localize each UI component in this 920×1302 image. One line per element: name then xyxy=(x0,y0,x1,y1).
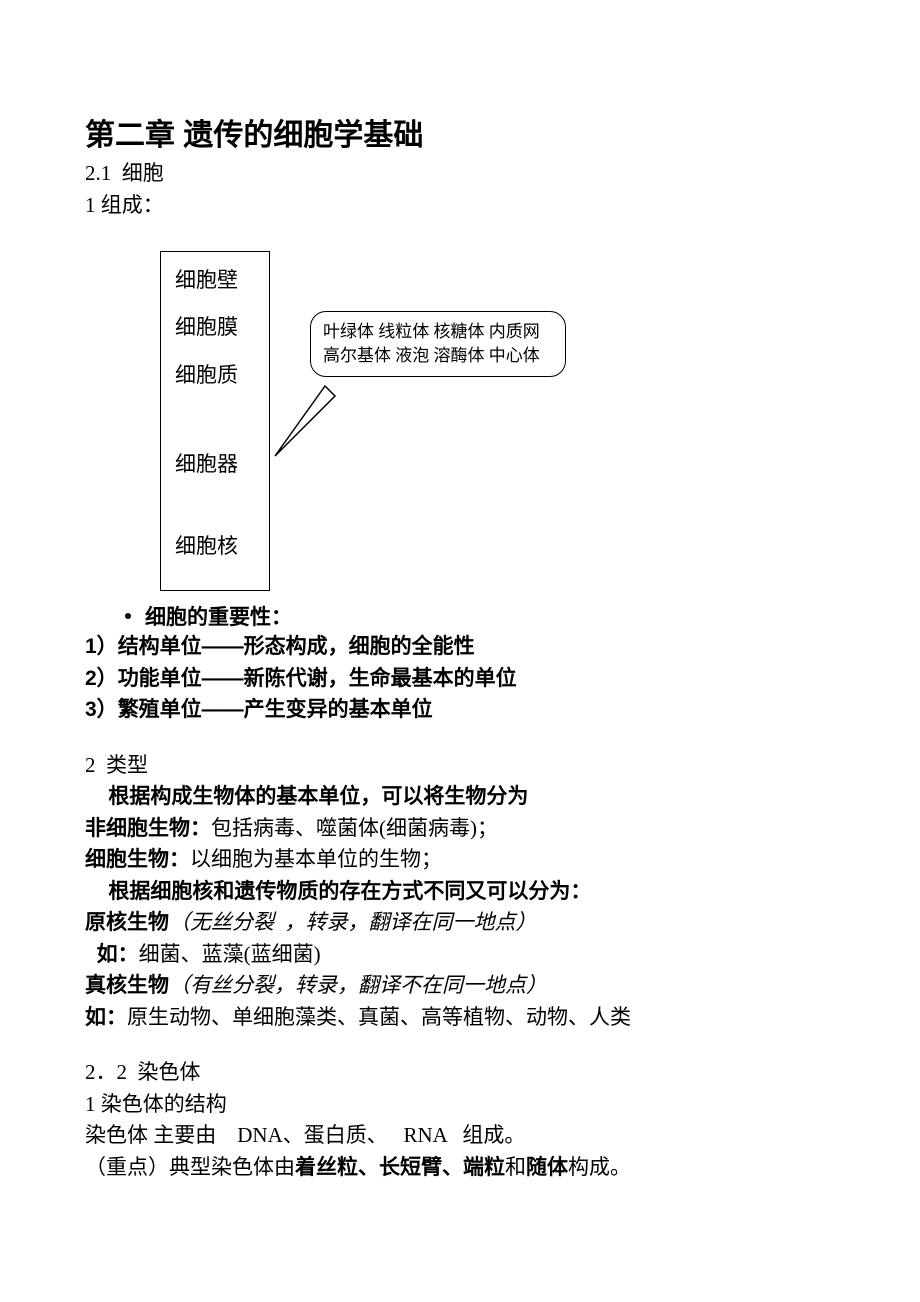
cell-wall-label: 细胞壁 xyxy=(175,266,269,295)
eukaryote-line: 真核生物（有丝分裂，转录，翻译不在同一地点） xyxy=(85,970,835,1002)
nucleus-split-line: 根据细胞核和遗传物质的存在方式不同又可以分为： xyxy=(85,876,835,908)
section-2-2-label: 2．2 染色体 xyxy=(85,1057,835,1089)
chromosome-block: 2．2 染色体 1 染色体的结构 染色体 主要由 DNA、蛋白质、 RNA 组成… xyxy=(85,1057,835,1183)
cell-membrane-label: 细胞膜 xyxy=(175,313,269,342)
importance-item-2: 2）功能单位——新陈代谢，生命最基本的单位 xyxy=(85,663,835,695)
types-heading: 2 类型 xyxy=(85,750,835,782)
prokaryote-line: 原核生物（无丝分裂 ，转录，翻译在同一地点） xyxy=(85,907,835,939)
types-intro: 根据构成生物体的基本单位，可以将生物分为 xyxy=(85,781,835,813)
importance-item-3: 3）繁殖单位——产生变异的基本单位 xyxy=(85,694,835,726)
chrom-keypoint-line: （重点）典型染色体由着丝粒、长短臂、端粒和随体构成。 xyxy=(85,1152,835,1184)
bullet-icon xyxy=(125,613,131,619)
chapter-title: 第二章 遗传的细胞学基础 xyxy=(85,110,835,154)
composition-heading: 1 组成： xyxy=(85,190,835,222)
organelle-callout: 叶绿体 线粒体 核糖体 内质网 高尔基体 液泡 溶酶体 中心体 xyxy=(310,311,555,386)
noncellular-line: 非细胞生物：包括病毒、噬菌体(细菌病毒)； xyxy=(85,813,835,845)
chrom-structure-heading: 1 染色体的结构 xyxy=(85,1089,835,1121)
eukaryote-examples: 如：原生动物、单细胞藻类、真菌、高等植物、动物、人类 xyxy=(85,1002,835,1034)
importance-heading: 细胞的重要性： xyxy=(145,601,292,631)
callout-bubble: 叶绿体 线粒体 核糖体 内质网 高尔基体 液泡 溶酶体 中心体 xyxy=(310,311,566,377)
cytoplasm-label: 细胞质 xyxy=(175,361,269,390)
callout-tail-icon xyxy=(270,381,340,461)
prokaryote-examples: 如：细菌、蓝藻(蓝细菌) xyxy=(85,939,835,971)
importance-heading-row: 细胞的重要性： xyxy=(125,601,835,631)
importance-item-1: 1）结构单位——形态构成，细胞的全能性 xyxy=(85,631,835,663)
cell-diagram: 细胞壁 细胞膜 细胞质 细胞器 细胞核 叶绿体 线粒体 核糖体 内质网 高尔基体… xyxy=(85,251,605,591)
page: 第二章 遗传的细胞学基础 2.1 细胞 1 组成： 细胞壁 细胞膜 细胞质 细胞… xyxy=(0,0,920,1302)
types-block: 2 类型 根据构成生物体的基本单位，可以将生物分为 非细胞生物：包括病毒、噬菌体… xyxy=(85,750,835,1034)
section-2-1-label: 2.1 细胞 xyxy=(85,158,835,190)
chrom-composition-line: 染色体 主要由 DNA、蛋白质、 RNA 组成。 xyxy=(85,1120,835,1152)
organelle-label: 细胞器 xyxy=(175,450,269,479)
nucleus-label: 细胞核 xyxy=(175,532,269,561)
cell-components-box: 细胞壁 细胞膜 细胞质 细胞器 细胞核 xyxy=(160,251,270,591)
cellular-line: 细胞生物：以细胞为基本单位的生物； xyxy=(85,844,835,876)
